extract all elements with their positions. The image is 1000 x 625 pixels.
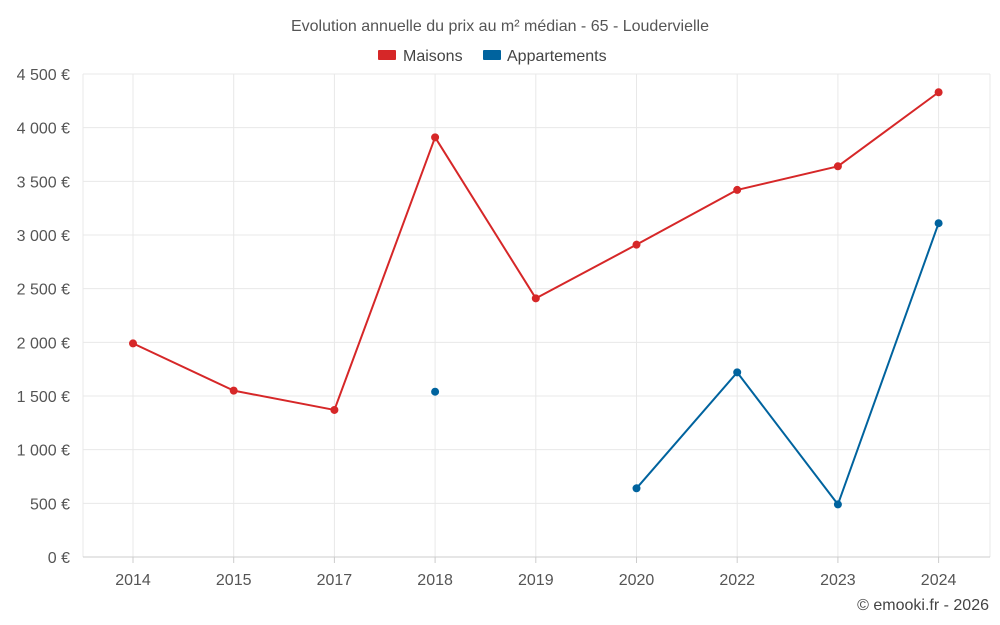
y-tick-label: 3 000 € xyxy=(17,228,70,245)
data-point-appartements[interactable] xyxy=(733,368,742,377)
data-point-appartements[interactable] xyxy=(632,484,641,493)
y-tick-label: 3 500 € xyxy=(17,174,70,191)
y-tick-label: 2 500 € xyxy=(17,282,70,299)
copyright-text: © emooki.fr - 2026 xyxy=(857,597,989,614)
y-tick-label: 500 € xyxy=(30,496,70,513)
data-point-maisons[interactable] xyxy=(531,294,540,303)
chart-title: Evolution annuelle du prix au m² médian … xyxy=(291,18,709,35)
legend-item-appartements[interactable]: Appartements xyxy=(483,48,607,65)
axes: 0 € 500 € 1 000 € 1 500 € 2 000 € 2 500 € 3 00… xyxy=(17,67,990,589)
series-line-appartements xyxy=(635,222,940,506)
data-point-maisons[interactable] xyxy=(229,386,238,395)
legend: Maisons Appartements xyxy=(378,48,607,65)
y-tick-label: 4 500 € xyxy=(17,67,70,84)
legend-swatch-appartements xyxy=(483,50,501,60)
y-tick-label: 4 000 € xyxy=(17,121,70,138)
x-tick-label: 2014 xyxy=(115,572,151,589)
data-point-maisons[interactable] xyxy=(129,339,137,348)
data-point-appartements[interactable] xyxy=(431,387,440,396)
x-tick-label: 2015 xyxy=(216,572,252,589)
data-point-maisons[interactable] xyxy=(733,185,742,194)
data-point-appartements[interactable] xyxy=(833,500,842,509)
data-point-maisons[interactable] xyxy=(330,405,339,414)
x-tick-label: 2019 xyxy=(518,572,554,589)
y-tick-label: 0 € xyxy=(48,550,70,567)
series xyxy=(129,88,943,509)
data-point-maisons[interactable] xyxy=(934,88,943,97)
x-tick-label: 2020 xyxy=(619,572,655,589)
y-tick-label: 1 000 € xyxy=(17,443,70,460)
legend-label-maisons: Maisons xyxy=(403,48,463,65)
x-tick-label: 2024 xyxy=(921,572,957,589)
grid xyxy=(82,73,991,557)
data-point-maisons[interactable] xyxy=(632,240,641,249)
legend-item-maisons[interactable]: Maisons xyxy=(378,48,463,65)
y-tick-label: 2 000 € xyxy=(17,335,70,352)
data-point-maisons[interactable] xyxy=(431,133,440,142)
legend-label-appartements: Appartements xyxy=(507,48,607,65)
legend-swatch-maisons xyxy=(378,50,396,60)
data-point-appartements[interactable] xyxy=(934,219,943,228)
x-tick-label: 2018 xyxy=(417,572,453,589)
x-tick-label: 2017 xyxy=(317,572,353,589)
y-tick-label: 1 500 € xyxy=(17,389,70,406)
data-point-maisons[interactable] xyxy=(833,162,842,171)
x-tick-label: 2023 xyxy=(820,572,856,589)
x-tick-label: 2022 xyxy=(719,572,755,589)
